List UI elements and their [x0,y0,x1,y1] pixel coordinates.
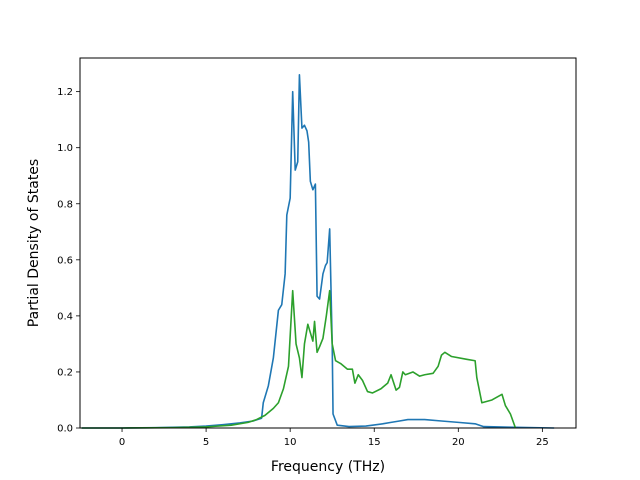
x-tick-label: 10 [284,437,297,448]
y-tick-label: 1.0 [57,143,73,154]
y-tick-label: 0.8 [57,199,73,210]
x-tick-label: 20 [452,437,465,448]
y-axis-label: Partial Density of States [26,159,42,327]
x-tick-label: 5 [203,437,209,448]
plot-frame [79,57,577,429]
x-tick-label: 0 [119,437,125,448]
y-tick-label: 0.6 [57,255,73,266]
y-tick-label: 0.2 [57,367,73,378]
y-tick-label: 1.2 [57,87,73,98]
y-tick-label: 0.0 [57,424,73,435]
x-axis-label: Frequency (THz) [271,459,385,475]
x-tick-label: 25 [536,437,549,448]
x-tick-label: 15 [368,437,381,448]
series-line-2 [81,289,517,429]
y-tick-label: 0.4 [57,311,73,322]
y-axis-ticks: 0.0 0.2 0.4 0.6 0.8 1.0 1.2 [57,87,80,435]
x-axis-ticks: 0 5 10 15 20 25 [119,428,549,448]
series-layer [81,74,555,429]
series-line-1 [81,74,555,429]
